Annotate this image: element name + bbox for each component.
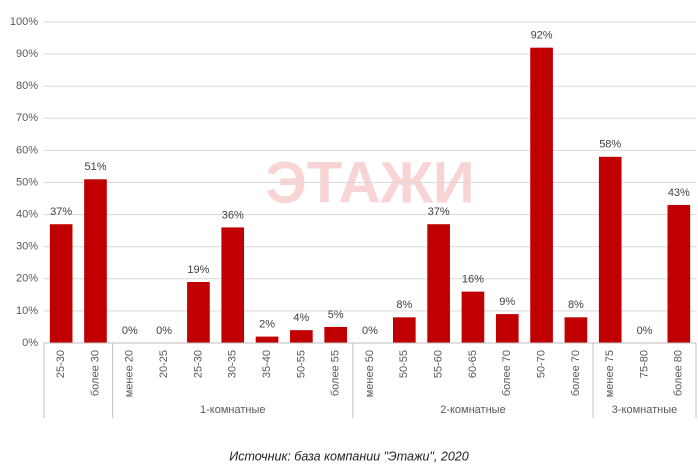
x-tick-label: 50-70: [535, 350, 547, 378]
group-label: 2-комнатные: [440, 404, 505, 416]
value-label: 5%: [328, 309, 344, 321]
bar: [84, 179, 107, 343]
value-label: 43%: [668, 187, 690, 199]
y-tick-label: 30%: [16, 241, 38, 253]
y-tick-label: 80%: [16, 80, 38, 92]
y-tick-label: 10%: [16, 305, 38, 317]
value-label: 16%: [462, 274, 484, 286]
bar: [495, 314, 519, 343]
x-tick-label: менее 50: [364, 350, 376, 397]
x-tick-label: более 55: [330, 350, 342, 396]
bar: [255, 336, 279, 343]
bar: [187, 282, 210, 343]
bar: [324, 326, 348, 343]
y-tick-label: 20%: [16, 273, 38, 285]
x-tick-label: 30-35: [227, 350, 239, 378]
group-label: 3-комнатные: [612, 404, 677, 416]
value-label: 4%: [293, 312, 309, 324]
x-tick-label: 25-30: [55, 350, 67, 378]
x-tick-label: более 70: [501, 350, 513, 396]
x-tick-label: 60-65: [467, 350, 479, 378]
bar: [461, 291, 485, 343]
value-label: 0%: [637, 325, 653, 337]
x-tick-label: 50-55: [398, 350, 410, 378]
bar: [598, 156, 622, 343]
bar: [290, 330, 313, 343]
value-label: 2%: [259, 318, 275, 330]
bar: [392, 317, 416, 343]
value-label: 92%: [531, 30, 553, 42]
x-tick-label: более 30: [89, 350, 101, 396]
x-tick-label: более 80: [673, 350, 685, 396]
x-tick-label: 25-30: [192, 350, 204, 378]
value-label: 0%: [122, 325, 138, 337]
group-label: 1-комнатные: [200, 404, 265, 416]
bar: [530, 47, 553, 344]
y-tick-label: 0%: [22, 337, 38, 349]
x-tick-label: 50-55: [295, 350, 307, 378]
x-tick-label: менее 75: [604, 350, 616, 397]
value-label: 8%: [568, 299, 584, 311]
value-label: 36%: [222, 209, 244, 221]
y-tick-label: 90%: [16, 48, 38, 60]
y-tick-label: 100%: [10, 16, 38, 28]
source-note: Источник: база компании "Этажи", 2020: [229, 449, 468, 463]
bar: [427, 224, 450, 343]
bar: [564, 317, 588, 343]
x-tick-label: 20-25: [158, 350, 170, 378]
y-tick-label: 40%: [16, 209, 38, 221]
value-label: 37%: [428, 206, 450, 218]
x-tick-label: 35-40: [261, 350, 273, 378]
y-tick-label: 70%: [16, 112, 38, 124]
y-tick-label: 60%: [16, 144, 38, 156]
x-tick-label: более 70: [570, 350, 582, 396]
value-label: 8%: [396, 299, 412, 311]
x-tick-label: 55-60: [433, 350, 445, 378]
bar: [667, 204, 691, 343]
value-label: 37%: [50, 206, 72, 218]
value-label: 58%: [599, 139, 621, 151]
value-label: 9%: [499, 296, 515, 308]
value-label: 19%: [187, 264, 209, 276]
x-tick-label: 75-80: [638, 350, 650, 378]
value-label: 51%: [84, 161, 106, 173]
value-label: 0%: [362, 325, 378, 337]
value-label: 0%: [156, 325, 172, 337]
bar: [221, 227, 245, 343]
x-tick-label: менее 20: [124, 350, 136, 397]
y-tick-label: 50%: [16, 176, 38, 188]
bar: [49, 224, 73, 343]
